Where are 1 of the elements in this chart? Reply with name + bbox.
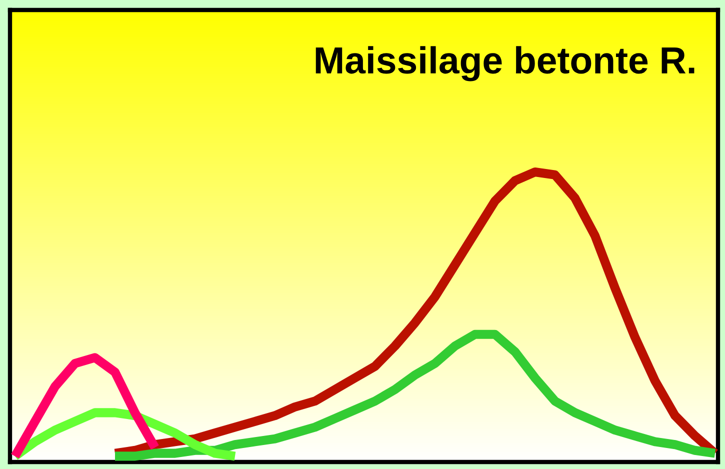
chart-title: Maissilage betonte R. xyxy=(316,46,694,82)
